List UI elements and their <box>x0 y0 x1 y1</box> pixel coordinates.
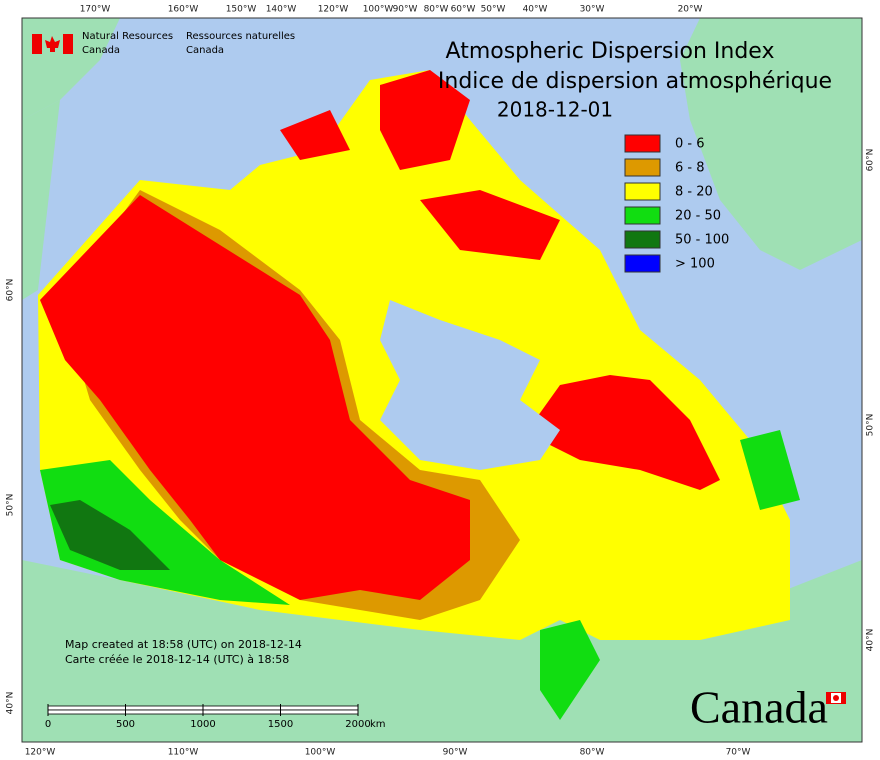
legend-swatch <box>624 182 661 201</box>
scale-segment <box>47 709 126 715</box>
note: Carte créée le 2018-12-14 (UTC) à 18:58 <box>65 653 289 666</box>
logo: Natural Resources Canada Ressources natu… <box>32 31 295 56</box>
scale-label: 2000 <box>345 719 370 730</box>
scale-label: 0 <box>45 719 51 730</box>
scale-label: 500 <box>116 719 135 730</box>
latitude-label: 60°N <box>6 279 16 302</box>
longitude-label: 30°W <box>580 5 605 15</box>
legend-swatch <box>624 158 661 177</box>
longitude-label: 100°W <box>363 5 394 15</box>
latitude-label: 50°N <box>866 414 876 437</box>
agency-fr: Ressources naturelles <box>186 31 295 42</box>
flag-bar <box>32 34 42 54</box>
agency-en: Canada <box>82 45 120 56</box>
greenland <box>680 18 862 270</box>
scale-unit: km <box>370 719 386 730</box>
scale-segment <box>47 705 126 711</box>
longitude-label: 90°W <box>443 748 468 758</box>
wordmark-flag <box>826 692 846 704</box>
latitude-label: 40°N <box>6 692 16 715</box>
longitude-label: 120°W <box>318 5 349 15</box>
longitude-label: 90°W <box>393 5 418 15</box>
title: Atmospheric Dispersion Index <box>446 39 775 64</box>
legend-label: 20 - 50 <box>675 209 721 224</box>
zone <box>50 500 170 570</box>
legend-label: > 100 <box>675 257 715 272</box>
maple-leaf <box>833 695 839 701</box>
longitude-label: 110°W <box>168 748 199 758</box>
longitude-label: 60°W <box>451 5 476 15</box>
wordmark: Canada <box>690 682 828 733</box>
map-frame <box>21 17 863 743</box>
dispersion-zones <box>38 70 800 720</box>
longitude-label: 50°W <box>481 5 506 15</box>
zone <box>535 375 720 490</box>
longitude-label: 40°W <box>523 5 548 15</box>
title: Indice de dispersion atmosphérique <box>438 69 832 94</box>
zone <box>40 430 800 720</box>
legend-label: 6 - 8 <box>675 161 705 176</box>
latitude-label: 60°N <box>866 149 876 172</box>
scale-segment <box>280 709 359 715</box>
scale-segment <box>125 709 204 715</box>
latitude-label: 40°N <box>866 629 876 652</box>
longitude-label: 100°W <box>305 748 336 758</box>
longitude-label: 80°W <box>424 5 449 15</box>
maple-leaf <box>45 36 60 52</box>
scale-segment <box>280 705 359 711</box>
alaska <box>22 100 60 300</box>
latitude-label: 50°N <box>6 494 16 517</box>
scale-segment <box>202 709 281 715</box>
longitude-label: 170°W <box>80 5 111 15</box>
agency-en: Natural Resources <box>82 31 173 42</box>
longitude-label: 80°W <box>580 748 605 758</box>
longitude-label: 20°W <box>678 5 703 15</box>
legend-label: 0 - 6 <box>675 137 705 152</box>
zone <box>40 195 470 600</box>
scale-label: 1500 <box>268 719 293 730</box>
legend-swatch <box>624 134 661 153</box>
usa <box>22 560 862 742</box>
longitude-label: 150°W <box>226 5 257 15</box>
note: Map created at 18:58 (UTC) on 2018-12-14 <box>65 638 302 651</box>
legend-label: 8 - 20 <box>675 185 713 200</box>
legend-swatch <box>624 206 661 225</box>
longitude-label: 140°W <box>266 5 297 15</box>
longitude-label: 120°W <box>25 748 56 758</box>
hudson-bay <box>380 300 560 470</box>
date: 2018-12-01 <box>497 98 613 122</box>
longitude-label: 70°W <box>726 748 751 758</box>
flag-bar <box>63 34 73 54</box>
longitude-label: 160°W <box>168 5 199 15</box>
legend-swatch <box>624 254 661 273</box>
scale-segment <box>125 705 204 711</box>
scale-segment <box>202 705 281 711</box>
legend-label: 50 - 100 <box>675 233 729 248</box>
agency-fr: Canada <box>186 45 224 56</box>
legend-swatch <box>624 230 661 249</box>
scale-label: 1000 <box>190 719 215 730</box>
zone <box>280 70 560 260</box>
